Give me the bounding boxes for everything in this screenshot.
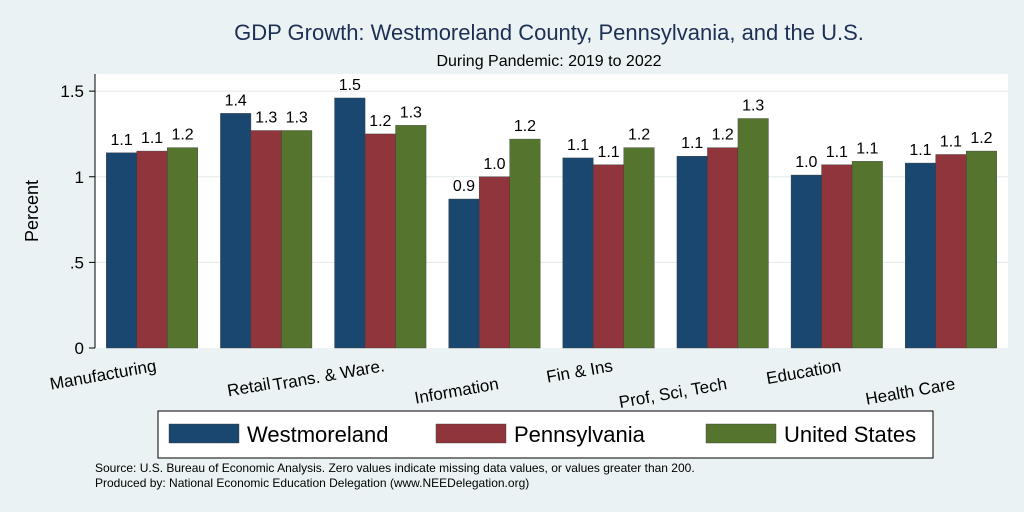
bar-value-label: 1.2 bbox=[628, 127, 650, 144]
y-tick-label: 1.5 bbox=[60, 82, 84, 101]
bar-value-label: 1.3 bbox=[286, 110, 308, 127]
bar bbox=[623, 147, 655, 349]
bar bbox=[395, 125, 427, 349]
bar bbox=[364, 133, 396, 349]
bar bbox=[904, 162, 936, 349]
bar bbox=[250, 130, 282, 349]
legend-label: United States bbox=[784, 422, 916, 447]
bar-value-label: 1.2 bbox=[369, 113, 391, 130]
bar bbox=[281, 130, 313, 349]
produced-by-note: Produced by: National Economic Education… bbox=[95, 476, 530, 490]
bar bbox=[167, 147, 199, 349]
bar bbox=[136, 150, 168, 349]
x-tick-label: Trans. & Ware. bbox=[271, 356, 386, 394]
legend-swatch bbox=[168, 423, 240, 444]
bar bbox=[965, 150, 997, 349]
bar-value-label: 1.3 bbox=[255, 110, 277, 127]
bar bbox=[106, 152, 138, 349]
bar bbox=[935, 154, 967, 349]
bar-value-label: 1.1 bbox=[826, 144, 848, 161]
bar-labels: 1.1 1.1 1.2 1.4 1.3 1.3 1.5 1.2 1.3 0.9 1.0 1.2 1.1 1… bbox=[110, 77, 992, 195]
x-tick-label: Prof, Sci, Tech bbox=[617, 374, 728, 412]
bar bbox=[334, 97, 366, 349]
bar-value-label: 1.1 bbox=[597, 144, 619, 161]
bar bbox=[562, 157, 594, 349]
bar-value-label: 1.1 bbox=[909, 142, 931, 159]
legend-swatch bbox=[705, 423, 777, 444]
y-axis-ticks: 0 .5 1 1.5 bbox=[60, 82, 95, 358]
bar bbox=[220, 113, 252, 349]
bar-value-label: 1.2 bbox=[712, 127, 734, 144]
y-axis-label: Percent bbox=[22, 180, 42, 242]
bar bbox=[593, 164, 625, 349]
source-note: Source: U.S. Bureau of Economic Analysis… bbox=[95, 461, 695, 475]
x-tick-label: Fin & Ins bbox=[545, 356, 614, 386]
legend-swatch bbox=[435, 423, 507, 444]
legend-label: Westmoreland bbox=[247, 422, 388, 447]
chart-title: GDP Growth: Westmoreland County, Pennsyl… bbox=[234, 20, 864, 45]
y-tick-label: 1 bbox=[75, 168, 84, 187]
x-tick-label: Retail bbox=[226, 374, 272, 400]
legend-box bbox=[157, 410, 934, 459]
bar bbox=[478, 176, 510, 349]
bar-value-label: 1.2 bbox=[514, 118, 536, 135]
bar-value-label: 1.0 bbox=[483, 156, 505, 173]
bar bbox=[737, 118, 769, 349]
x-tick-label: Health Care bbox=[864, 374, 957, 408]
bar-value-label: 1.1 bbox=[856, 140, 878, 157]
bar-value-label: 1.2 bbox=[171, 127, 193, 144]
bar-value-label: 1.2 bbox=[970, 130, 992, 147]
bar-value-label: 1.3 bbox=[400, 104, 422, 121]
bar-value-label: 1.1 bbox=[681, 135, 703, 152]
bar-value-label: 1.1 bbox=[110, 132, 132, 149]
bar-value-label: 1.1 bbox=[940, 133, 962, 150]
bar-value-label: 1.1 bbox=[567, 137, 589, 154]
bar-value-label: 1.0 bbox=[795, 154, 817, 171]
bar-value-label: 1.4 bbox=[225, 92, 247, 109]
chart-subtitle: During Pandemic: 2019 to 2022 bbox=[436, 53, 661, 70]
x-tick-label: Information bbox=[413, 374, 500, 407]
x-tick-label: Education bbox=[765, 356, 843, 388]
bar bbox=[509, 138, 541, 349]
bar bbox=[676, 155, 708, 349]
legend-label: Pennsylvania bbox=[514, 422, 646, 447]
bar bbox=[821, 164, 853, 349]
bar bbox=[707, 147, 739, 349]
bar-value-label: 1.1 bbox=[141, 130, 163, 147]
legend: Westmoreland Pennsylvania United States bbox=[168, 422, 916, 447]
y-tick-label: .5 bbox=[70, 253, 84, 272]
bar bbox=[448, 198, 480, 349]
y-tick-label: 0 bbox=[75, 339, 84, 358]
bar-value-label: 0.9 bbox=[453, 178, 475, 195]
bar bbox=[790, 174, 822, 349]
x-axis-labels: Manufacturing Retail Trans. & Ware. Informa… bbox=[48, 356, 956, 412]
bars bbox=[106, 97, 997, 349]
bar-value-label: 1.3 bbox=[742, 98, 764, 115]
x-tick-label: Manufacturing bbox=[48, 356, 157, 393]
bar bbox=[851, 161, 883, 349]
bar-value-label: 1.5 bbox=[339, 77, 361, 94]
